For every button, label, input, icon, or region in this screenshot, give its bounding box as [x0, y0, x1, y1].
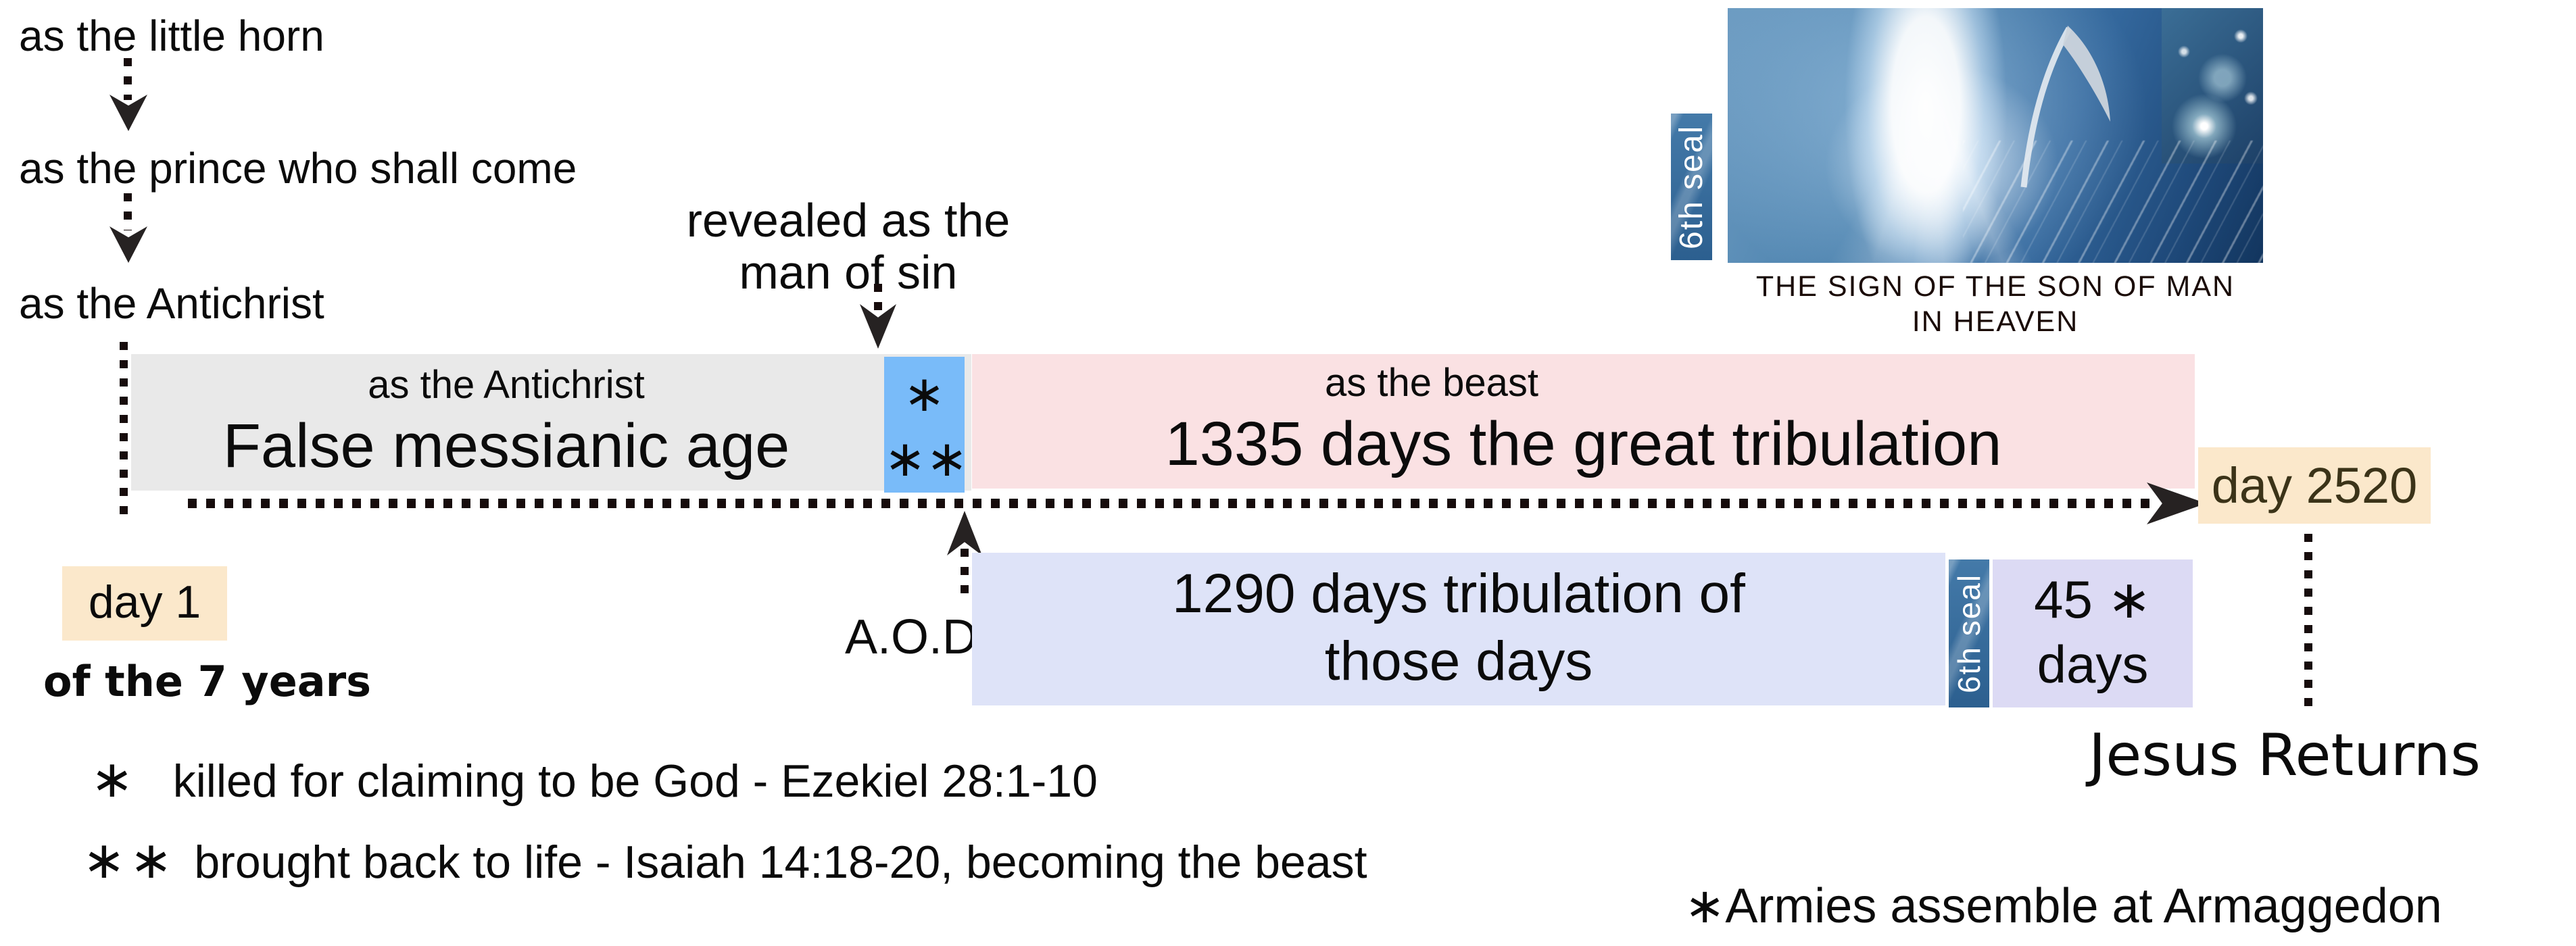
bar-1290-line2: those days — [1324, 630, 1593, 692]
label-prince: as the prince who shall come — [19, 144, 577, 193]
day-2520-highlight: day 2520 — [2198, 447, 2431, 524]
great-tribulation-bar — [972, 354, 2195, 489]
bar-45-line1: 45 ∗ — [2034, 570, 2152, 629]
revealed-dotted-line — [874, 284, 882, 314]
footnote-killed-text: killed for claiming to be God - Ezekiel … — [172, 755, 1098, 807]
son-of-man-image — [1728, 8, 2263, 263]
timeline-dotted-line — [188, 499, 2151, 508]
tribulation-1335-line2: 1335 days the great tribulation — [1165, 409, 2002, 478]
seven-years-label: of the 7 years — [43, 657, 372, 706]
footnote-resurrected-symbol: ∗∗ — [82, 830, 177, 890]
star-streaks-decoration — [1963, 141, 2263, 263]
arrowhead-to-prince-icon — [110, 95, 147, 131]
nebula-decoration — [2162, 8, 2263, 164]
beast-line1: as the beast — [1325, 361, 1538, 405]
day-1-highlight: day 1 — [62, 566, 227, 641]
label-antichrist: as the Antichrist — [19, 279, 324, 328]
arrow-line-prince-to-antichrist — [124, 193, 132, 230]
footnote-killed: ∗ killed for claiming to be God - Ezekiel… — [91, 749, 1098, 809]
final-45-days-box — [1993, 559, 2193, 707]
footnote-killed-symbol: ∗ — [91, 749, 134, 809]
label-little-horn: as the little horn — [19, 11, 324, 60]
sixth-seal-divider: 6th seal — [1949, 559, 1989, 707]
day1-dotted-line — [120, 342, 128, 524]
day-1-label: day 1 — [88, 576, 201, 628]
resurrection-asterisks: ∗∗ — [884, 430, 969, 488]
false-age-line2: False messianic age — [222, 412, 790, 480]
false-age-line1: as the Antichrist — [368, 363, 645, 407]
bar-1290-line1: 1290 days tribulation of — [1172, 563, 1745, 624]
death-resurrection-marker: ∗ ∗∗ — [884, 357, 969, 493]
sixth-seal-tab-label: 6th seal — [1674, 124, 1709, 249]
arrowhead-to-antichrist-icon — [110, 226, 147, 263]
label-revealed-man-of-sin: revealed as the man of sin — [686, 194, 1011, 299]
footnote-resurrected-text: brought back to life - Isaiah 14:18-20, … — [194, 837, 1367, 888]
sign-caption-line1: THE SIGN OF THE SON OF MAN — [1755, 270, 2235, 303]
footnote-resurrected: ∗∗ brought back to life - Isaiah 14:18-20… — [82, 830, 1367, 890]
day-2520-label: day 2520 — [2211, 457, 2418, 514]
sign-caption-line2: IN HEAVEN — [1912, 305, 2079, 338]
death-asterisk: ∗ — [903, 365, 946, 423]
aod-dotted-line — [961, 549, 969, 596]
timeline-arrowhead-icon — [2147, 482, 2206, 524]
arrow-line-little-horn-to-prince — [124, 58, 132, 100]
jesus-returns-label: Jesus Returns — [2089, 722, 2481, 789]
armies-note: ∗Armies assemble at Armaggedon — [1684, 879, 2442, 933]
false-messianic-age-bar — [131, 354, 971, 491]
scythe-icon — [2020, 26, 2110, 188]
bar-45-line2: days — [2037, 634, 2149, 694]
tribulation-1290-bar — [972, 553, 1945, 705]
jesus-returns-dotted-line — [2304, 534, 2312, 715]
sixth-seal-tab: 6th seal — [1671, 114, 1712, 260]
sixth-seal-divider-label: 6th seal — [1951, 573, 1987, 694]
